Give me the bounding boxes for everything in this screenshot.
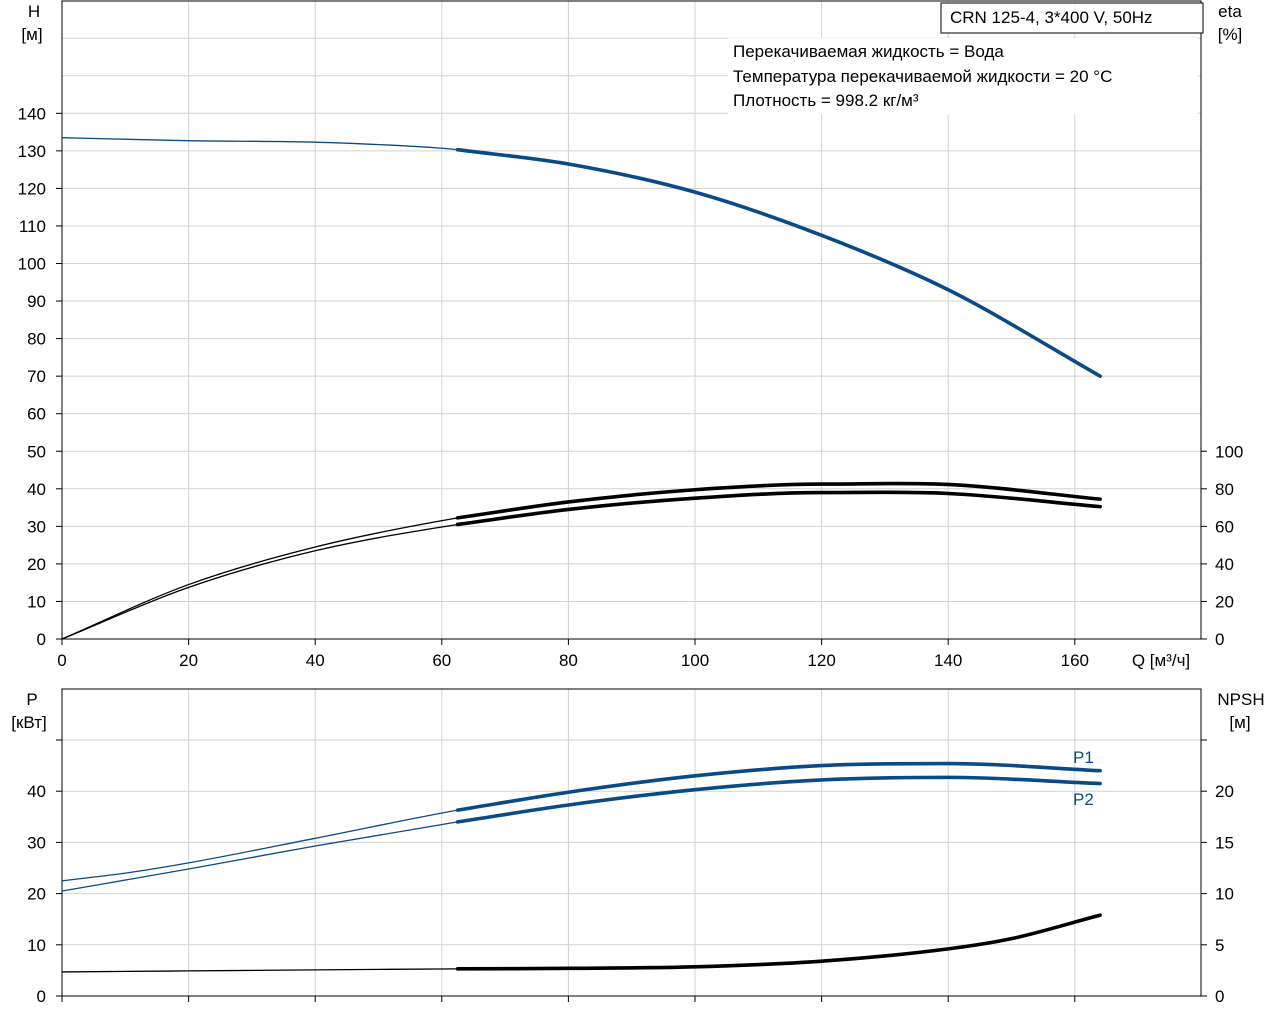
top-frame — [61, 0, 1202, 640]
x-tick-label-100: 100 — [681, 651, 709, 670]
curve-eta_upper-operating — [455, 481, 1102, 520]
y-right-label-20: 20 — [1215, 782, 1234, 801]
chart-title: CRN 125-4, 3*400 V, 50Hz — [950, 8, 1153, 27]
bottom-y-left-unit: [кВт] — [11, 713, 46, 732]
curve-p1-operating — [455, 761, 1102, 812]
y-left-label-130: 130 — [18, 142, 46, 161]
y-left-label-20: 20 — [27, 555, 46, 574]
top-tick-labels: 0 20 40 60 80 100 120 140 160 0 10 20 30 40 50 60 70 80 90… — [18, 104, 1244, 670]
info-box — [728, 38, 1198, 115]
top-curves — [61, 137, 1102, 640]
info-density: Плотность = 998.2 кг/м³ — [733, 91, 919, 110]
bottom-tick-labels: 0 10 20 30 40 0 5 10 15 20 — [27, 782, 1234, 1006]
y-left-label-30: 30 — [27, 833, 46, 852]
top-y-right-name: eta — [1218, 2, 1242, 21]
y-left-label-0: 0 — [37, 630, 46, 649]
curve-h-operating — [455, 147, 1102, 378]
bottom-y-right-unit: [м] — [1229, 713, 1250, 732]
top-panel: 0 20 40 60 80 100 120 140 160 0 10 20 30 40 50 60 70 80 90… — [18, 0, 1244, 670]
x-axis-label: Q [м³/ч] — [1132, 651, 1190, 670]
y-right-label-40: 40 — [1215, 555, 1234, 574]
x-tick-label-80: 80 — [559, 651, 578, 670]
curve-p2-full — [61, 776, 1101, 892]
y-right-label-0: 0 — [1215, 630, 1224, 649]
curve-npsh-operating — [455, 913, 1102, 971]
y-left-label-20: 20 — [27, 885, 46, 904]
bottom-y-right-name: NPSH — [1217, 690, 1264, 709]
x-tick-label-20: 20 — [179, 651, 198, 670]
x-tick-label-60: 60 — [432, 651, 451, 670]
bottom-curves — [61, 761, 1102, 973]
y-right-label-100: 100 — [1215, 442, 1243, 461]
series-label-p1: P1 — [1073, 748, 1094, 767]
bottom-y-left-name: P — [26, 690, 37, 709]
y-right-label-60: 60 — [1215, 517, 1234, 536]
curve-p2-operating — [455, 775, 1102, 824]
curve-npsh-full — [61, 914, 1101, 973]
info-temperature: Температура перекачиваемой жидкости = 20… — [733, 67, 1112, 86]
top-y-left-unit: [м] — [21, 25, 42, 44]
bottom-grid — [62, 689, 1201, 996]
bottom-panel: 0 10 20 30 40 0 5 10 15 20 P [кВт] NPSH [м] P1 P2 — [11, 688, 1265, 1006]
y-right-label-20: 20 — [1215, 592, 1234, 611]
y-left-label-80: 80 — [27, 330, 46, 349]
y-left-label-120: 120 — [18, 179, 46, 198]
y-right-label-0: 0 — [1215, 987, 1224, 1006]
y-left-label-30: 30 — [27, 517, 46, 536]
x-tick-label-140: 140 — [934, 651, 962, 670]
curve-eta_lower-full — [61, 491, 1101, 640]
bottom-ticks — [56, 739, 1207, 1002]
y-left-label-10: 10 — [27, 936, 46, 955]
title-box — [940, 2, 1204, 34]
y-right-label-10: 10 — [1215, 885, 1234, 904]
series-label-p2: P2 — [1073, 790, 1094, 809]
y-right-label-80: 80 — [1215, 480, 1234, 499]
y-left-label-50: 50 — [27, 442, 46, 461]
y-left-label-110: 110 — [19, 217, 46, 236]
x-tick-label-160: 160 — [1061, 651, 1089, 670]
y-left-label-70: 70 — [27, 367, 46, 386]
x-tick-label-40: 40 — [306, 651, 325, 670]
y-left-label-100: 100 — [18, 255, 46, 274]
curve-eta_lower-operating — [455, 490, 1102, 527]
curve-h-full — [61, 137, 1101, 377]
top-ticks — [56, 112, 1207, 645]
top-y-right-unit: [%] — [1218, 25, 1243, 44]
y-right-label-5: 5 — [1215, 936, 1224, 955]
y-left-label-60: 60 — [27, 405, 46, 424]
x-tick-label-0: 0 — [57, 651, 66, 670]
y-left-label-90: 90 — [27, 292, 46, 311]
y-right-label-15: 15 — [1215, 833, 1234, 852]
y-left-label-40: 40 — [27, 480, 46, 499]
info-fluid: Перекачиваемая жидкость = Вода — [733, 42, 1004, 61]
y-left-label-140: 140 — [18, 104, 46, 123]
x-tick-label-120: 120 — [807, 651, 835, 670]
top-y-left-name: H — [28, 2, 40, 21]
y-left-label-0: 0 — [37, 987, 46, 1006]
y-left-label-10: 10 — [27, 592, 46, 611]
y-left-label-40: 40 — [27, 782, 46, 801]
